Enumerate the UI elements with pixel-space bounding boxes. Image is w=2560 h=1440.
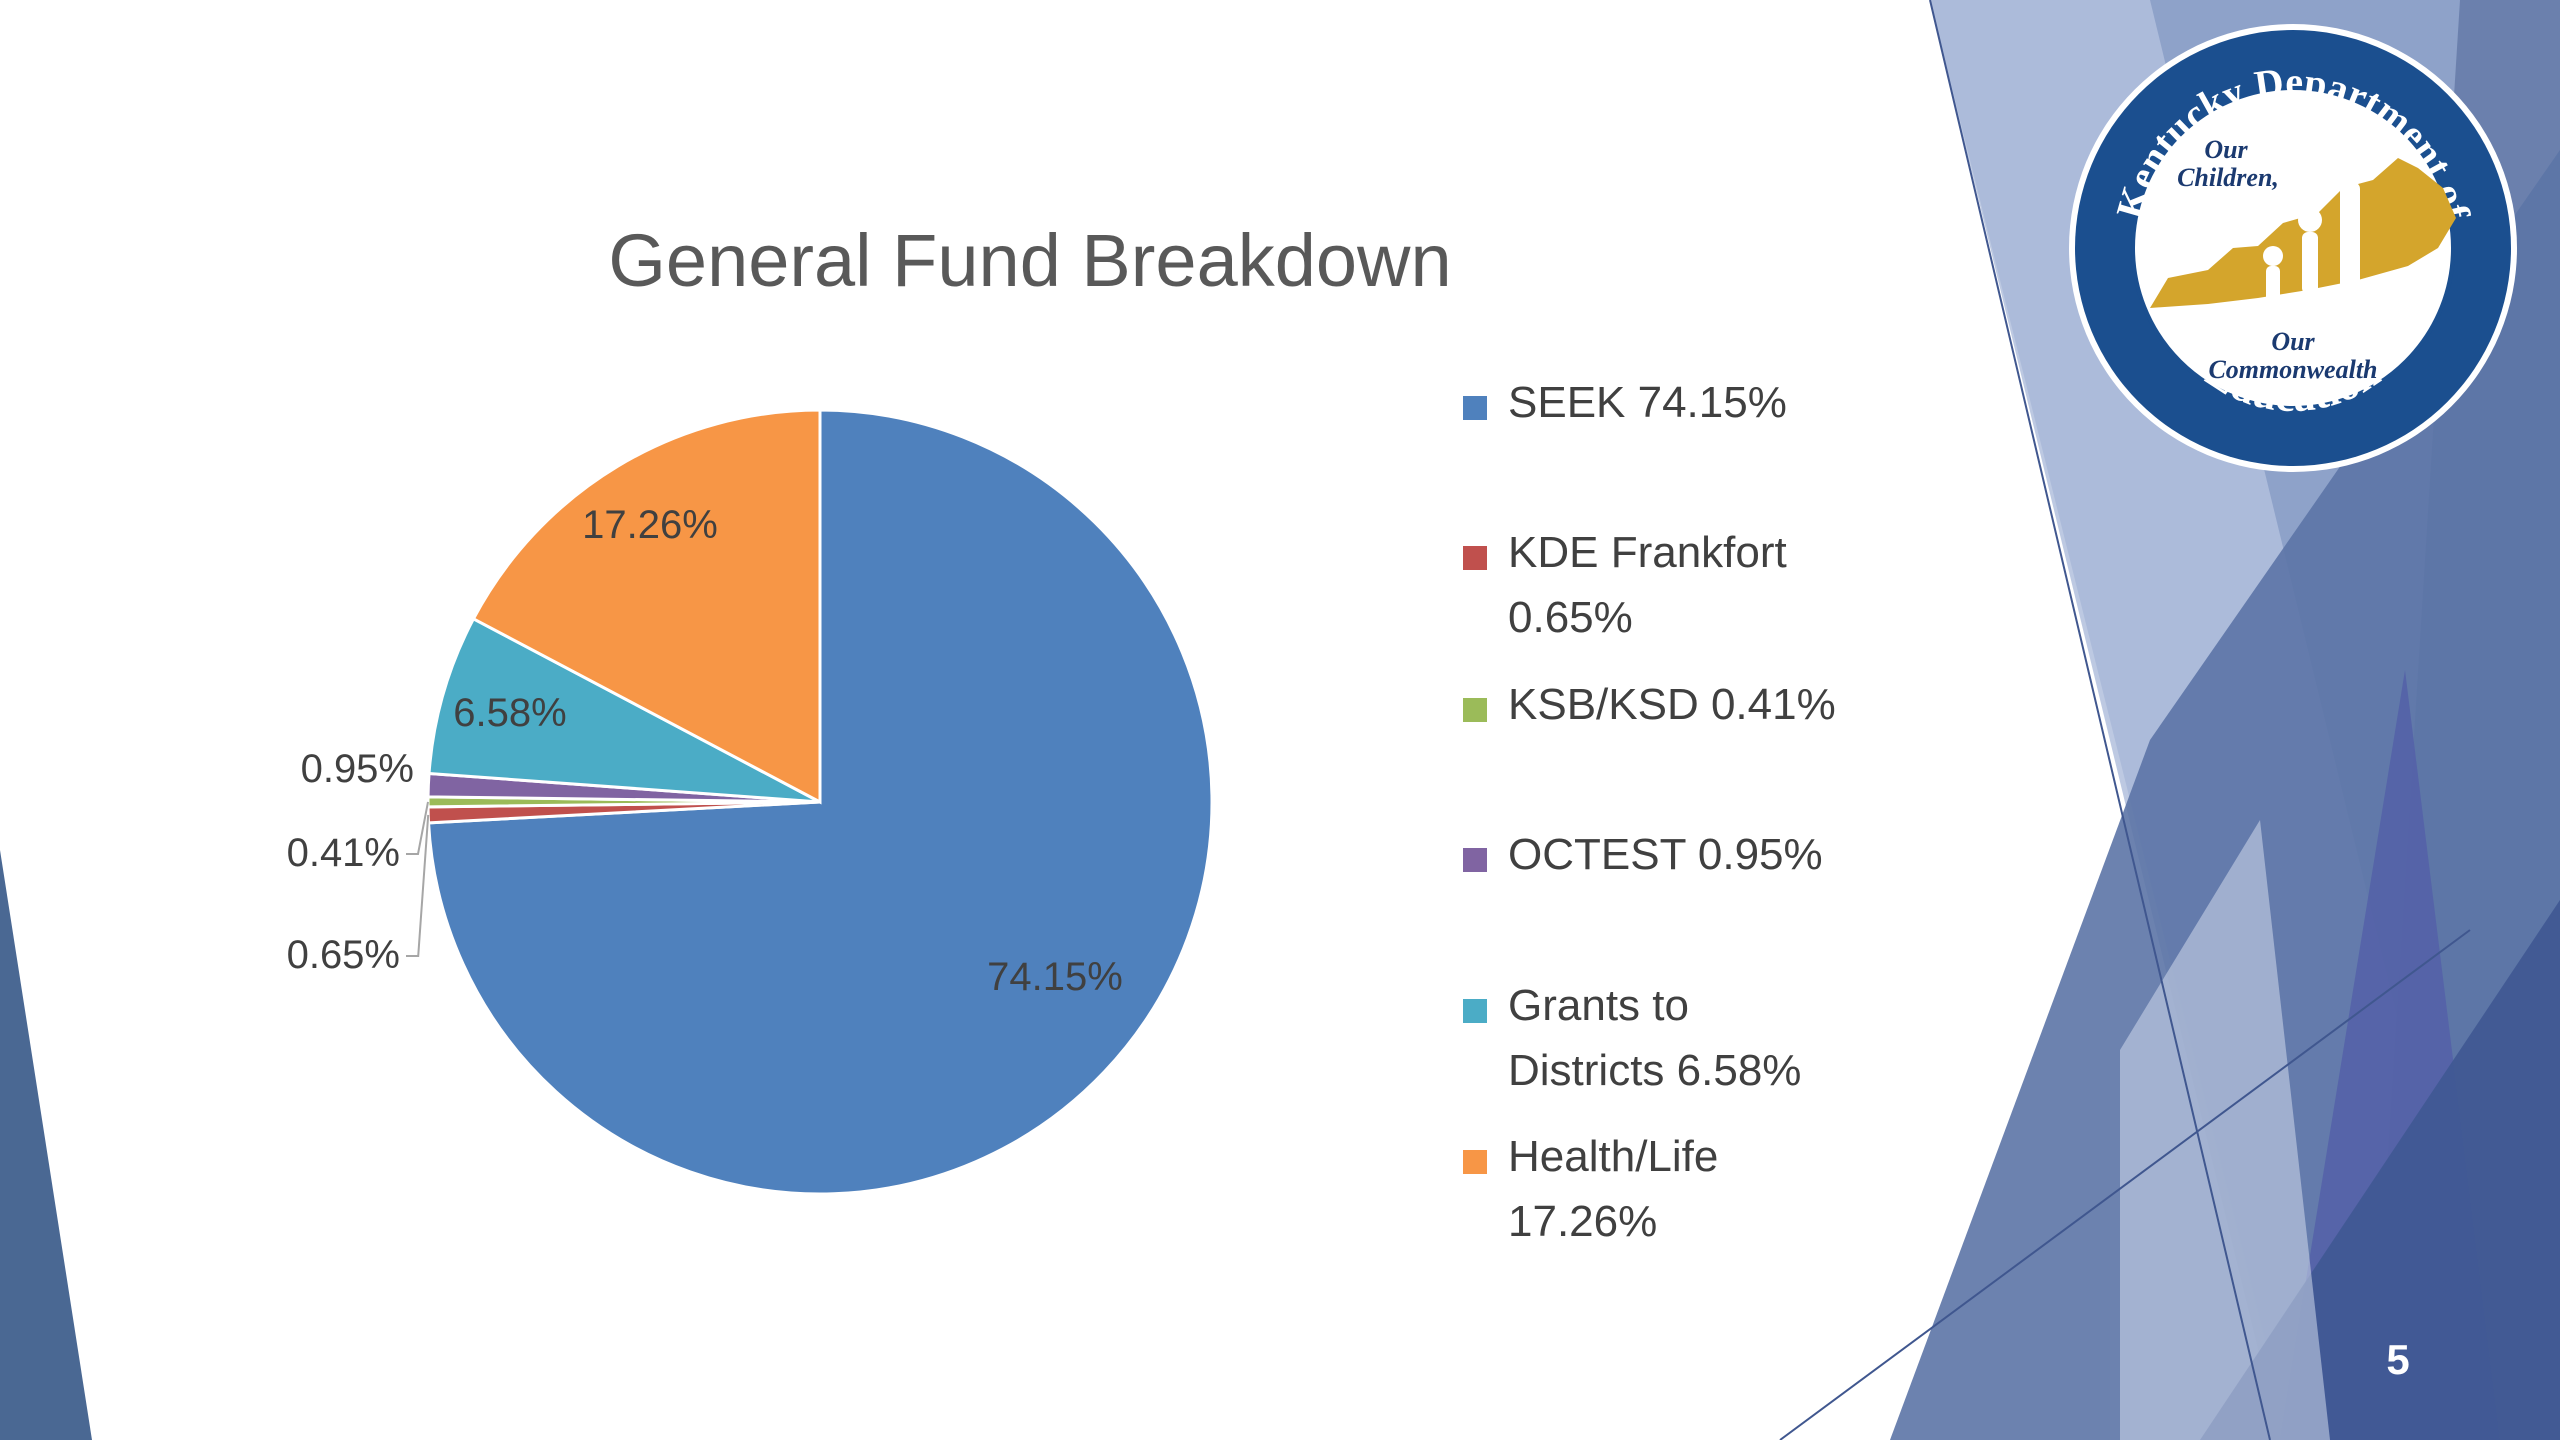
- data-label-health-life: 17.26%: [582, 503, 718, 547]
- legend-label: Health/Life 17.26%: [1508, 1132, 1719, 1246]
- figures-icon: [2263, 148, 2364, 306]
- leader-line-ksb-ksd: [406, 801, 429, 855]
- leader-line-kde-frankfort: [406, 814, 430, 957]
- legend-swatch: [1463, 396, 1487, 420]
- legend-label: SEEK 74.15%: [1508, 378, 1787, 427]
- legend-item-health-life: Health/Life 17.26%: [1463, 1124, 1763, 1254]
- bg-line-2: [1779, 929, 2471, 1440]
- data-label-grants-to-districts: 6.58%: [453, 691, 566, 735]
- legend-item-ksb-ksd: KSB/KSD 0.41%: [1463, 672, 1943, 737]
- kentucky-state-shape: [2150, 158, 2456, 308]
- legend-swatch: [1463, 546, 1487, 570]
- legend-item-seek: SEEK 74.15%: [1463, 370, 1943, 435]
- bg-shape-7: [2120, 820, 2330, 1440]
- legend-swatch: [1463, 1150, 1487, 1174]
- data-label-kde-frankfort: 0.65%: [287, 933, 400, 977]
- kde-seal-logo: Kentucky Department of Education Our Chi…: [2069, 24, 2517, 472]
- legend-label: KSB/KSD 0.41%: [1508, 680, 1836, 729]
- seal-tagline-1: Our: [2204, 135, 2248, 164]
- data-label-octest: 0.95%: [301, 747, 414, 791]
- legend-item-octest: OCTEST 0.95%: [1463, 822, 1943, 887]
- legend-label: Grants to Districts 6.58%: [1508, 981, 1802, 1095]
- legend-label: KDE Frankfort 0.65%: [1508, 528, 1787, 642]
- legend-swatch: [1463, 848, 1487, 872]
- legend-swatch: [1463, 698, 1487, 722]
- seal-tagline-4: Commonwealth: [2208, 355, 2377, 384]
- pie-slice-health-life: [471, 408, 822, 805]
- legend-item-kde-frankfort: KDE Frankfort 0.65%: [1463, 520, 1793, 650]
- chart-title: General Fund Breakdown: [608, 219, 1452, 302]
- legend-swatch: [1463, 999, 1487, 1023]
- legend-item-grants-to-districts: Grants to Districts 6.58%: [1463, 973, 1823, 1103]
- bg-line-1: [1929, 0, 2271, 1440]
- data-label-seek: 74.15%: [987, 955, 1123, 999]
- data-label-ksb-ksd: 0.41%: [287, 831, 400, 875]
- page-number: 5: [2386, 1336, 2410, 1383]
- seal-inner-border: [2131, 86, 2455, 410]
- legend-label: OCTEST 0.95%: [1508, 830, 1823, 879]
- seal-tagline-3: Our: [2271, 327, 2315, 356]
- pie-slice-grants-to-districts: [427, 616, 821, 804]
- seal-tagline-2: Children,: [2177, 163, 2279, 192]
- bg-shape-left: [0, 850, 92, 1440]
